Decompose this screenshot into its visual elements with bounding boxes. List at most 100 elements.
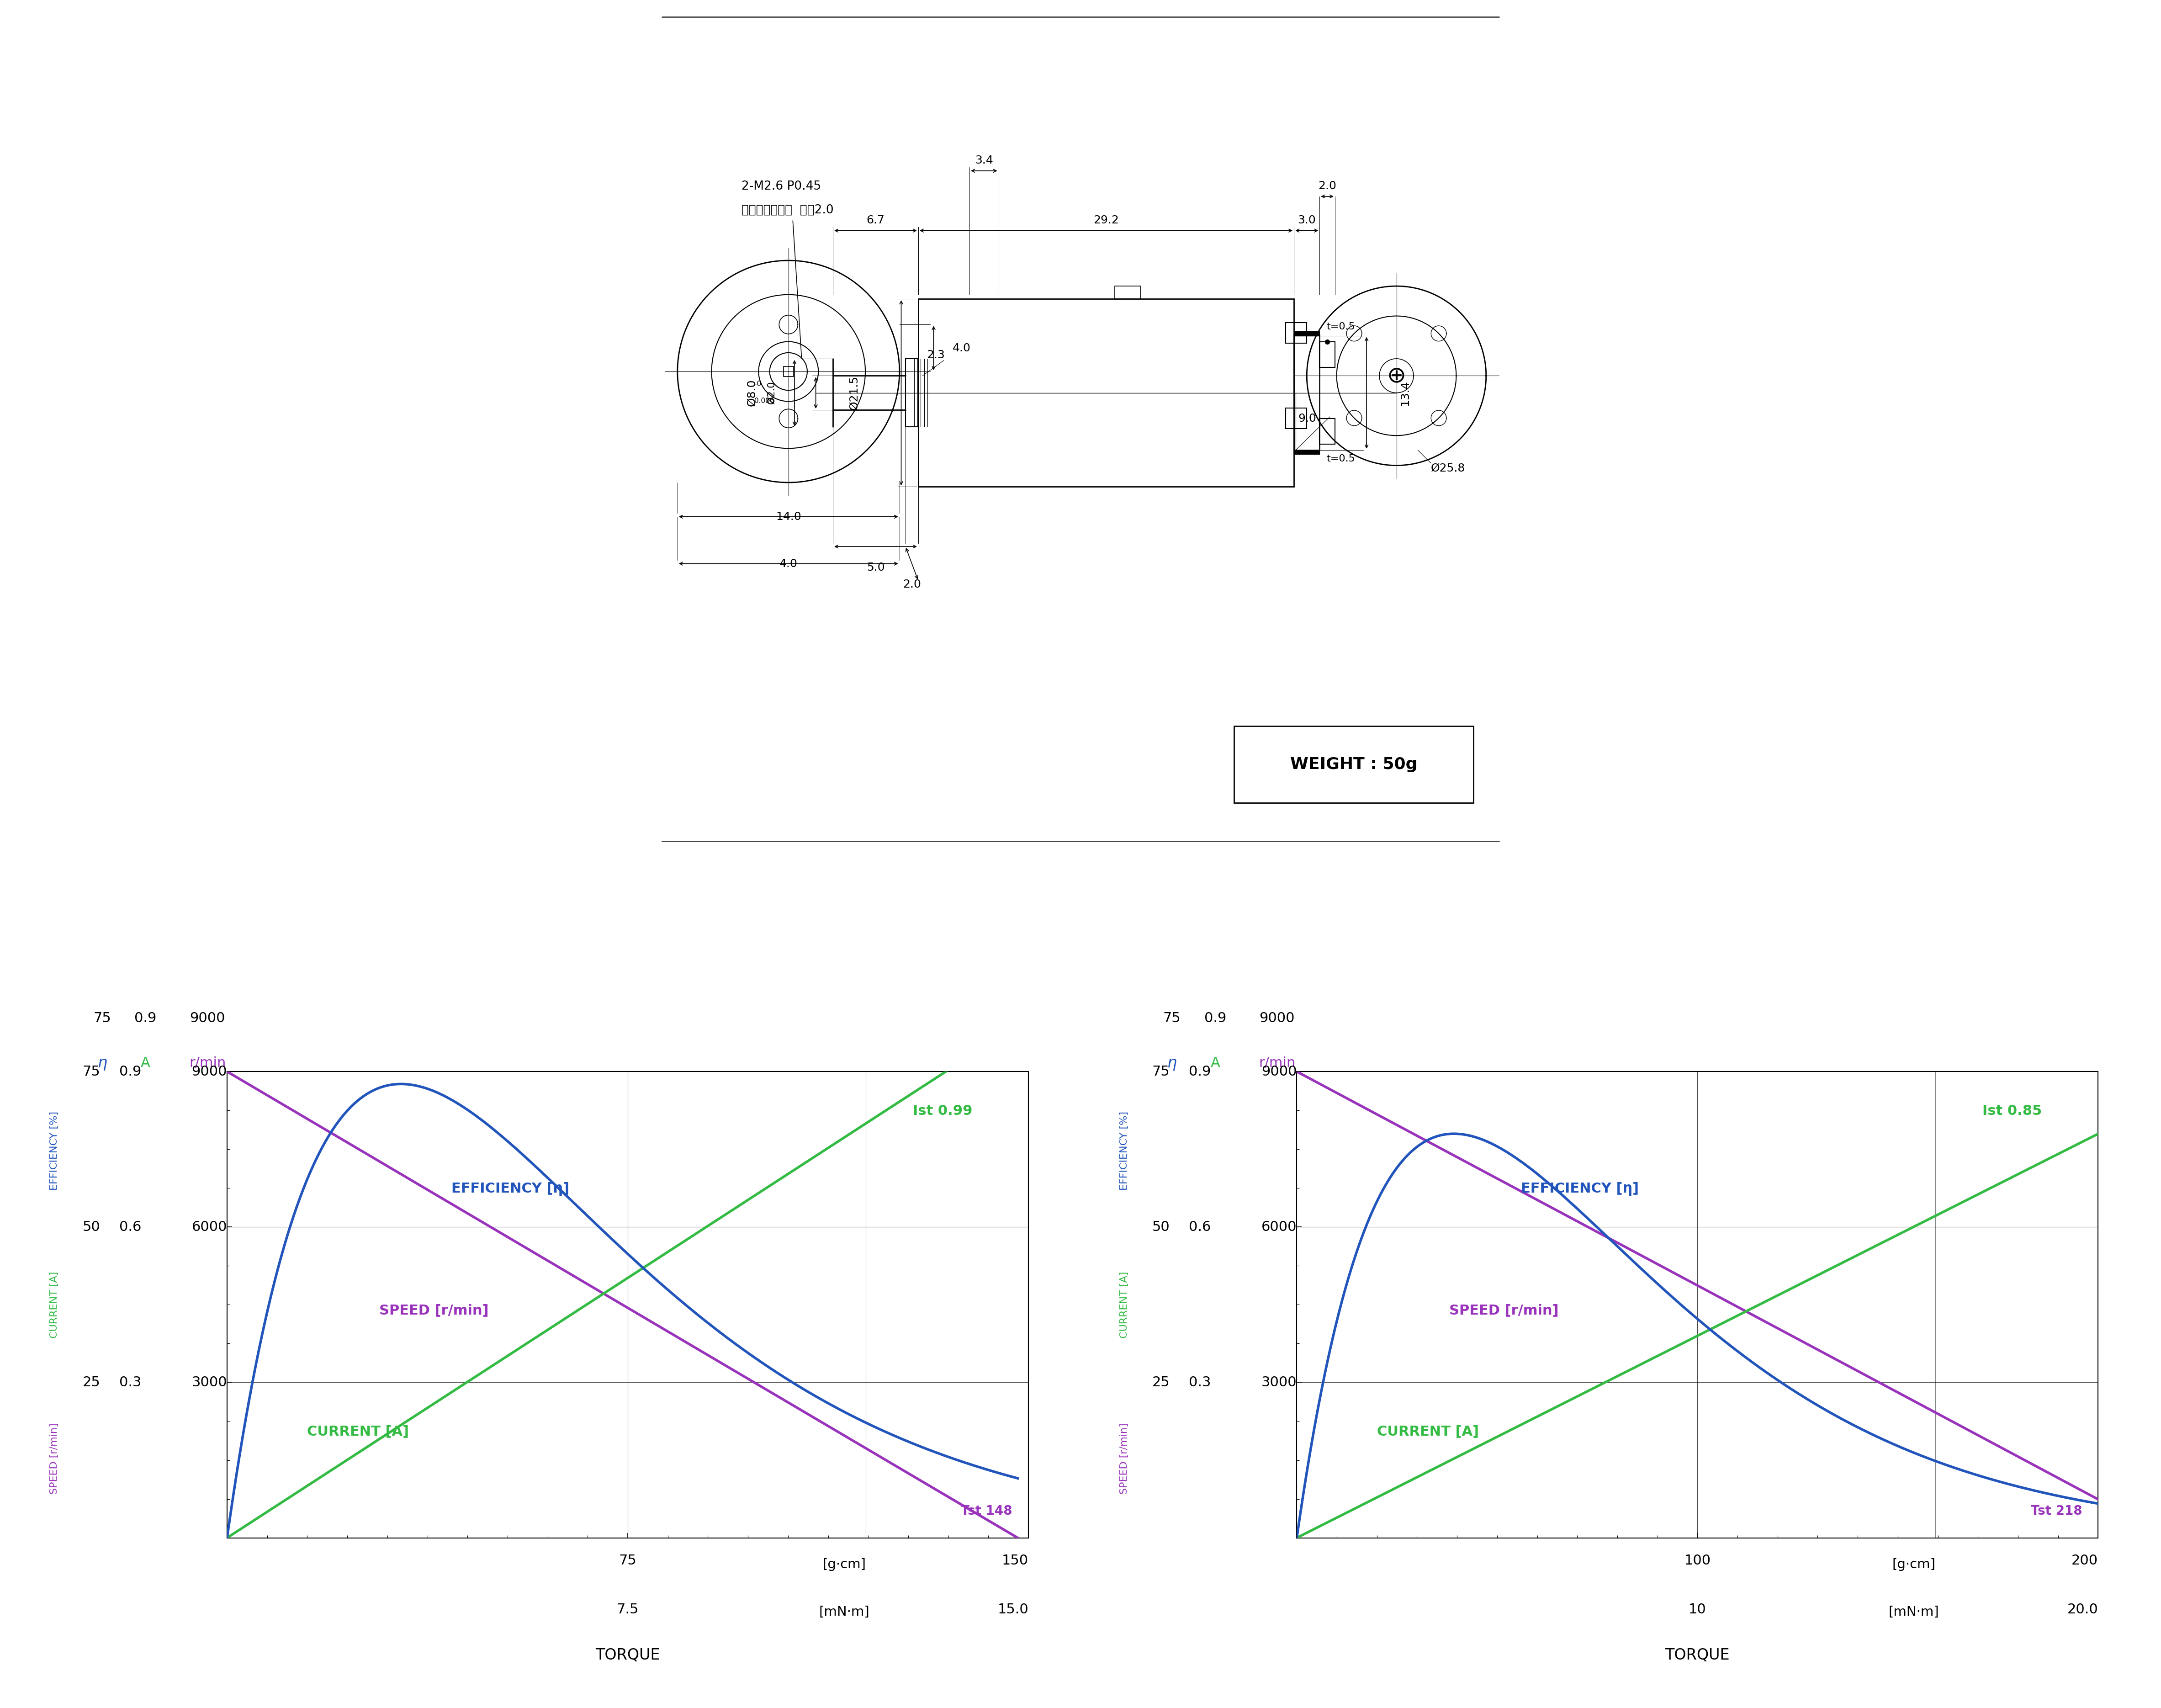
Text: 2.3: 2.3 — [927, 350, 944, 360]
Text: 9000: 9000 — [190, 1011, 225, 1025]
Text: Tst 218: Tst 218 — [2031, 1505, 2081, 1517]
Text: CURRENT [A]: CURRENT [A] — [50, 1271, 58, 1337]
Text: 75: 75 — [618, 1554, 637, 1568]
Bar — [1115, 285, 1141, 299]
Text: 9000: 9000 — [192, 1064, 227, 1078]
Text: 50: 50 — [82, 1220, 99, 1233]
Text: 12V: 12V — [985, 941, 1026, 960]
Text: CURRENT [A]: CURRENT [A] — [307, 1424, 408, 1438]
Text: Ist 0.99: Ist 0.99 — [912, 1103, 972, 1117]
Text: 15.0: 15.0 — [998, 1604, 1029, 1616]
Text: EFFICIENCY [η]: EFFICIENCY [η] — [452, 1182, 568, 1196]
Bar — [1320, 418, 1335, 444]
Text: 2.0: 2.0 — [1318, 181, 1335, 191]
Text: Ø2.0: Ø2.0 — [767, 381, 776, 405]
Text: 9000: 9000 — [1262, 1064, 1297, 1078]
Text: 75: 75 — [1163, 1011, 1180, 1025]
Text: r/min: r/min — [188, 1056, 225, 1069]
Text: CURRENT [A]: CURRENT [A] — [1119, 1271, 1128, 1337]
Text: WEIGHT : 50g: WEIGHT : 50g — [1290, 757, 1418, 772]
Text: 0.3: 0.3 — [119, 1375, 140, 1389]
Text: Ø8.0: Ø8.0 — [746, 379, 756, 407]
Text: [g·cm]: [g·cm] — [1893, 1558, 1936, 1571]
Text: CURRENT [A]: CURRENT [A] — [1377, 1424, 1478, 1438]
Text: A: A — [1210, 1056, 1221, 1069]
Text: 3000: 3000 — [1262, 1375, 1297, 1389]
Text: η: η — [1167, 1056, 1178, 1071]
Text: -0: -0 — [754, 381, 761, 388]
Text: EFFICIENCY [%]: EFFICIENCY [%] — [50, 1112, 58, 1190]
Text: 200: 200 — [2072, 1554, 2098, 1568]
Text: 0.9: 0.9 — [119, 1064, 140, 1078]
Text: 9000: 9000 — [1260, 1011, 1294, 1025]
Bar — [1294, 449, 1320, 454]
Text: SPEED [r/min]: SPEED [r/min] — [380, 1303, 488, 1317]
Text: EFFICIENCY [η]: EFFICIENCY [η] — [1521, 1182, 1638, 1196]
Text: t=0.5: t=0.5 — [1327, 454, 1355, 463]
Bar — [1286, 408, 1307, 429]
Bar — [1294, 335, 1320, 449]
Text: インボスタップ  深さ2.0: インボスタップ 深さ2.0 — [741, 205, 834, 215]
Text: EFFICIENCY [%]: EFFICIENCY [%] — [1119, 1112, 1128, 1190]
Text: TORQUE: TORQUE — [596, 1648, 659, 1664]
Text: Tst 148: Tst 148 — [962, 1505, 1011, 1517]
Text: SPEED [r/min]: SPEED [r/min] — [1450, 1303, 1558, 1317]
Text: SPEED [r/min]: SPEED [r/min] — [1119, 1423, 1128, 1494]
Text: 24V: 24V — [2055, 941, 2096, 960]
Text: 5.0: 5.0 — [867, 562, 884, 572]
Text: 14.0: 14.0 — [776, 511, 802, 523]
Text: t=0.5: t=0.5 — [1327, 323, 1355, 331]
Text: 13.4: 13.4 — [1400, 381, 1411, 405]
Text: 75: 75 — [93, 1011, 110, 1025]
Text: 3.4: 3.4 — [975, 155, 994, 166]
Text: Ist 0.85: Ist 0.85 — [1982, 1103, 2042, 1117]
Text: 100: 100 — [1683, 1554, 1712, 1568]
Text: 20.0: 20.0 — [2068, 1604, 2098, 1616]
Text: 2-M2.6 P0.45: 2-M2.6 P0.45 — [741, 181, 821, 191]
Text: TORQUE: TORQUE — [1666, 1648, 1729, 1664]
Text: 7.5: 7.5 — [616, 1604, 640, 1616]
Text: [g·cm]: [g·cm] — [823, 1558, 867, 1571]
Text: Ø21.5: Ø21.5 — [849, 376, 860, 410]
Text: 9.0: 9.0 — [1299, 413, 1316, 424]
Text: [mN·m]: [mN·m] — [1889, 1606, 1938, 1619]
Bar — [1234, 726, 1474, 803]
Text: A: A — [140, 1056, 151, 1069]
Text: 6.7: 6.7 — [867, 215, 884, 225]
Text: 3000: 3000 — [192, 1375, 227, 1389]
Bar — [782, 366, 793, 376]
Text: 0.6: 0.6 — [119, 1220, 140, 1233]
Text: 75: 75 — [1152, 1064, 1169, 1078]
Text: 0.3: 0.3 — [1189, 1375, 1210, 1389]
Bar — [905, 359, 918, 427]
Text: 0.6: 0.6 — [1189, 1220, 1210, 1233]
Text: 29.2: 29.2 — [1093, 215, 1119, 225]
Text: 0.9: 0.9 — [134, 1011, 156, 1025]
Text: 2.0: 2.0 — [903, 579, 921, 589]
Text: [mN·m]: [mN·m] — [819, 1606, 869, 1619]
Text: 0.9: 0.9 — [1189, 1064, 1210, 1078]
Text: SPEED [r/min]: SPEED [r/min] — [50, 1423, 58, 1494]
Text: 50: 50 — [1152, 1220, 1169, 1233]
Text: 150: 150 — [1003, 1554, 1029, 1568]
Text: 4.0: 4.0 — [953, 343, 970, 354]
Text: 0.006: 0.006 — [754, 398, 774, 405]
Text: Ø25.8: Ø25.8 — [1431, 463, 1465, 473]
Text: 75: 75 — [82, 1064, 99, 1078]
Text: 3.0: 3.0 — [1299, 215, 1316, 225]
Bar — [918, 299, 1294, 487]
Bar — [1286, 323, 1307, 343]
Text: ⊕: ⊕ — [1387, 366, 1407, 386]
Text: 6000: 6000 — [1262, 1220, 1297, 1233]
Text: 4.0: 4.0 — [780, 559, 797, 569]
Text: r/min: r/min — [1258, 1056, 1294, 1069]
Text: 0.9: 0.9 — [1204, 1011, 1225, 1025]
Text: 25: 25 — [82, 1375, 99, 1389]
Text: 6000: 6000 — [192, 1220, 227, 1233]
Text: 25: 25 — [1152, 1375, 1169, 1389]
Text: 10: 10 — [1688, 1604, 1707, 1616]
Bar — [1320, 342, 1335, 367]
Text: FMR2532 MF: FMR2532 MF — [86, 941, 225, 960]
Bar — [1294, 331, 1320, 335]
Text: η: η — [97, 1056, 108, 1071]
